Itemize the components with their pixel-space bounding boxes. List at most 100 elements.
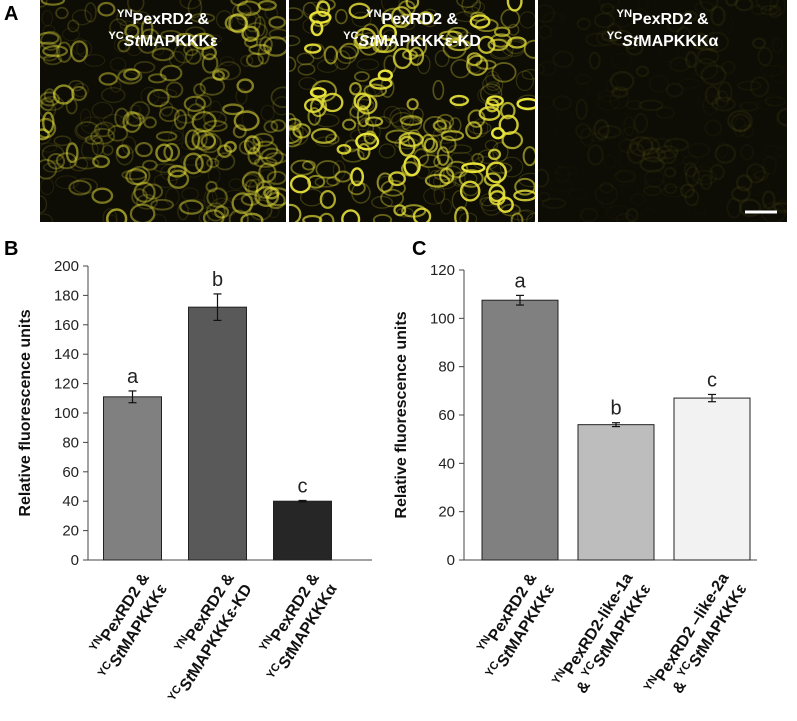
cell	[306, 174, 326, 189]
cell	[481, 196, 503, 216]
cell	[638, 99, 664, 112]
error-bar	[213, 293, 222, 321]
cell	[440, 198, 452, 215]
cell	[268, 15, 286, 29]
cell	[40, 31, 60, 45]
cell	[679, 183, 695, 199]
label-segment: &	[573, 674, 596, 697]
cell	[734, 0, 754, 12]
cell	[165, 187, 180, 207]
cell	[193, 83, 206, 97]
cell	[448, 144, 472, 155]
error-bar	[298, 499, 307, 503]
cell	[513, 189, 535, 202]
cell	[123, 68, 141, 81]
cell	[454, 206, 469, 222]
cell	[302, 214, 323, 222]
cell	[485, 161, 508, 184]
cell	[272, 96, 286, 116]
cell	[159, 64, 183, 82]
cell	[703, 31, 730, 53]
cell	[245, 52, 264, 68]
cell	[657, 149, 677, 165]
cell	[40, 97, 55, 112]
cell	[323, 45, 338, 65]
cell	[461, 0, 482, 15]
cell	[243, 135, 261, 155]
cell	[289, 56, 297, 72]
cell	[40, 195, 48, 214]
cell	[600, 30, 620, 42]
cell	[113, 37, 128, 53]
image-label: YNPexRD2 &	[117, 8, 209, 28]
cell	[40, 142, 58, 153]
cell	[597, 124, 622, 139]
cell	[730, 113, 751, 133]
cell	[180, 154, 204, 166]
cell	[79, 108, 92, 127]
cell	[516, 209, 535, 222]
cell	[576, 17, 592, 31]
cell	[709, 163, 726, 181]
cell	[406, 36, 428, 57]
cell	[467, 109, 486, 128]
label-segment: MAPKKKε	[140, 33, 218, 50]
cell	[147, 73, 167, 84]
cell	[236, 11, 257, 27]
cell	[247, 146, 261, 165]
label-segment: St	[622, 33, 639, 50]
cell	[479, 193, 502, 212]
cell	[247, 178, 265, 200]
cell	[411, 107, 424, 122]
cell	[478, 106, 501, 121]
cell	[91, 136, 105, 156]
cell	[447, 39, 472, 52]
cell	[483, 172, 502, 187]
cell	[40, 0, 66, 6]
cell	[254, 15, 266, 37]
cell	[168, 50, 186, 68]
cell	[516, 94, 535, 111]
cell	[133, 181, 156, 203]
y-tick-label: 120	[54, 376, 79, 393]
cell	[266, 170, 286, 185]
cell	[177, 201, 190, 221]
cell	[463, 6, 480, 18]
cell	[420, 8, 439, 28]
cell	[194, 153, 213, 174]
cell	[124, 23, 140, 39]
cell	[209, 197, 235, 219]
cell	[222, 103, 244, 116]
cell	[625, 39, 644, 56]
cell	[445, 30, 461, 48]
cell	[663, 137, 690, 152]
cell	[310, 20, 324, 37]
cell	[363, 83, 388, 98]
cell	[125, 167, 148, 186]
cell	[40, 213, 54, 222]
x-tick-label: YNPexRD2 &YCStMAPKKKα	[257, 570, 341, 681]
cell	[339, 42, 360, 60]
cell	[212, 70, 225, 81]
cell	[289, 174, 312, 194]
label-segment: YN	[117, 8, 133, 20]
error-bar	[516, 294, 524, 306]
cell	[102, 208, 118, 222]
cell	[40, 128, 50, 141]
cell	[401, 204, 427, 218]
label-segment: PexRD2 &	[133, 11, 210, 28]
cell	[265, 187, 286, 207]
cell	[352, 85, 377, 107]
cell	[348, 2, 371, 19]
cell	[71, 9, 93, 26]
cell	[456, 0, 479, 8]
cell	[390, 6, 413, 29]
cell	[47, 153, 66, 170]
cell	[236, 78, 255, 94]
cell	[388, 171, 407, 187]
cell	[267, 205, 280, 219]
cell	[255, 180, 273, 199]
y-tick-label: 100	[430, 310, 455, 327]
cell	[249, 199, 273, 221]
cell	[408, 46, 425, 66]
